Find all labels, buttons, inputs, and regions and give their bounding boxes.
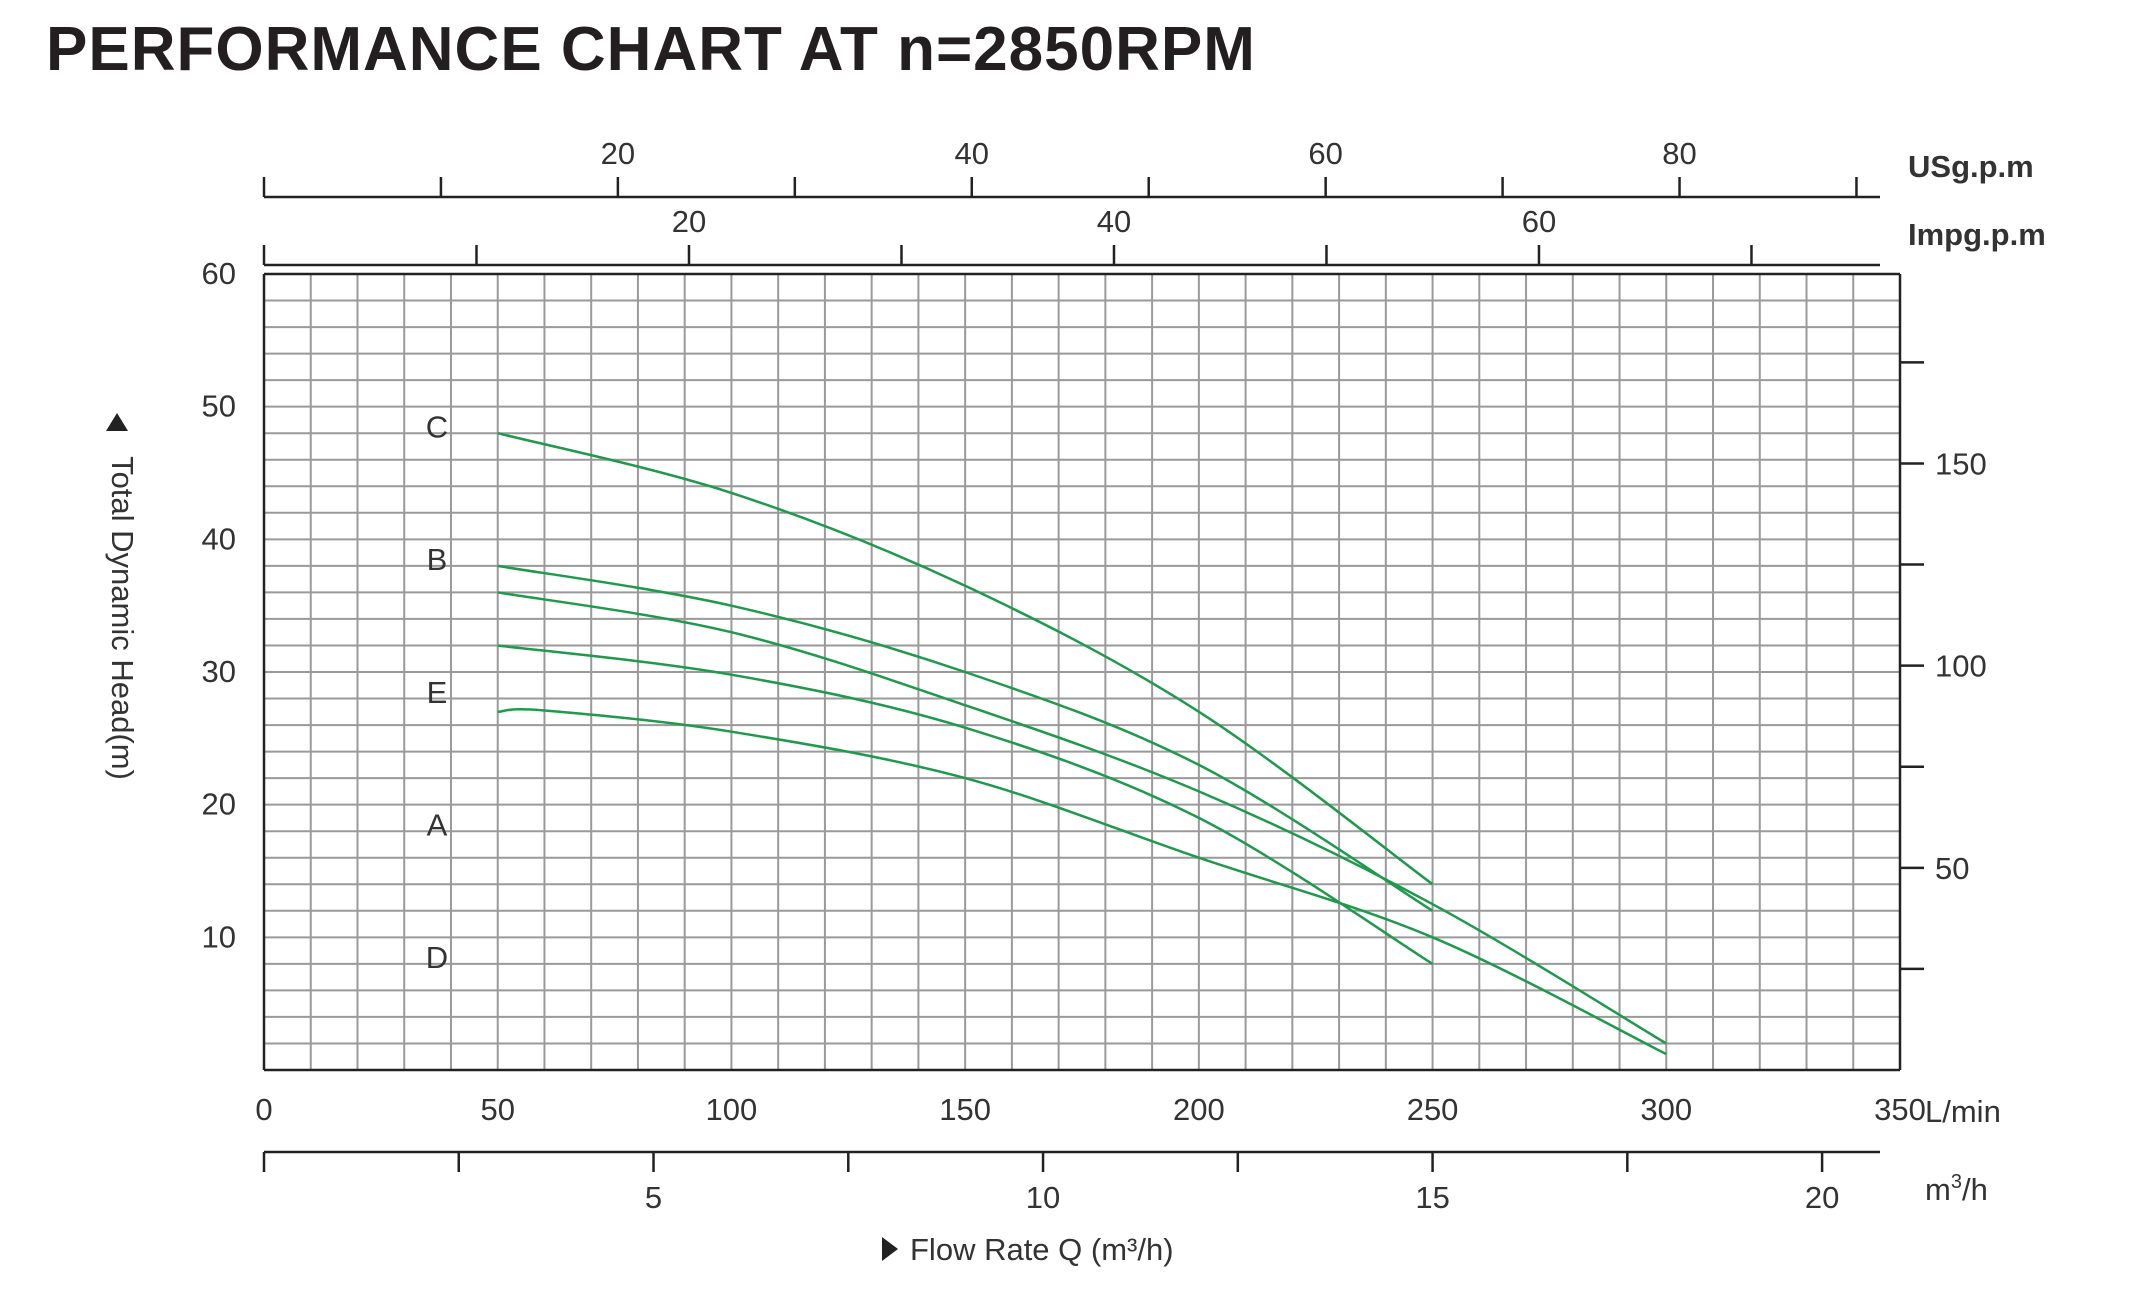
y-tick-label: 20 (202, 787, 236, 822)
curve-D (497, 708, 1667, 1056)
x-tick-label: 250 (1407, 1092, 1459, 1127)
axes (262, 177, 1924, 1172)
curves (497, 431, 1667, 1056)
top-tick-label: 60 (1308, 136, 1342, 171)
curve-labels: C B E A D (426, 410, 448, 976)
y-tick-label: 30 (202, 654, 236, 689)
top-tick-label: 60 (1522, 204, 1556, 239)
x-tick-label: 150 (939, 1092, 991, 1127)
x-axis-title-arrow (882, 1237, 898, 1261)
top-tick-label: 40 (955, 136, 989, 171)
x-tick-label: 50 (480, 1092, 514, 1127)
curve-label-C: C (426, 410, 448, 445)
top-axis-unit: Impg.p.m (1908, 217, 2046, 252)
x-tick-label: 100 (706, 1092, 758, 1127)
curve-B (497, 564, 1434, 912)
curve-A (497, 591, 1667, 1045)
top-tick-label: 20 (672, 204, 706, 239)
bottom-tick-label: 10 (1026, 1180, 1060, 1215)
x-tick-label: 0 (255, 1092, 272, 1127)
x-tick-label: 300 (1640, 1092, 1692, 1127)
bottom-tick-label: 15 (1415, 1180, 1449, 1215)
curve-C (497, 431, 1434, 886)
top-tick-label: 40 (1097, 204, 1131, 239)
x-tick-label: 350 (1874, 1092, 1926, 1127)
curve-label-D: D (426, 940, 448, 975)
grid (264, 273, 1900, 1070)
curve-label-E: E (427, 675, 448, 710)
curve-label-A: A (427, 808, 448, 843)
y-axis-title-arrow (106, 413, 128, 431)
x-unit-label: L/min (1925, 1094, 2001, 1129)
curve-label-B: B (427, 542, 448, 577)
bottom-axis-unit: m3/h (1925, 1171, 1988, 1207)
right-tick-label: 100 (1935, 649, 1987, 684)
right-tick-label: 50 (1935, 851, 1969, 886)
tick-labels: 0 50 100 150 200 250 300 350 L/min 10 20 30 40 50 60 50… (202, 136, 2046, 1215)
top-axis-unit: USg.p.m (1908, 149, 2034, 184)
y-tick-label: 10 (202, 919, 236, 954)
top-tick-label: 80 (1662, 136, 1696, 171)
curve-E (497, 644, 1434, 965)
top-tick-label: 20 (601, 136, 635, 171)
bottom-tick-label: 5 (645, 1180, 662, 1215)
x-axis-title: Flow Rate Q (m³/h) (910, 1232, 1174, 1267)
bottom-tick-label: 20 (1805, 1180, 1839, 1215)
y-tick-label: 50 (202, 389, 236, 424)
x-tick-label: 200 (1173, 1092, 1225, 1127)
y-axis-title: Total Dynamic Head(m) (105, 456, 140, 780)
chart-title: PERFORMANCE CHART AT n=2850RPM (46, 15, 1256, 84)
y-tick-label: 40 (202, 521, 236, 556)
y-tick-label: 60 (202, 256, 236, 291)
right-tick-label: 150 (1935, 446, 1987, 481)
